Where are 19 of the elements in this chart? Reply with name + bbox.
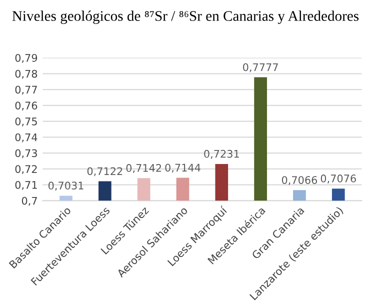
y-tick-label: 0,7 <box>22 196 37 206</box>
y-tick-label: 0,76 <box>15 102 38 111</box>
data-label: 0,7076 <box>320 174 356 184</box>
y-tick-label: 0,78 <box>15 70 38 79</box>
y-tick-label: 0,71 <box>15 180 37 190</box>
y-tick-label: 0,74 <box>15 133 38 142</box>
y-tick-label: 0,77 <box>15 86 37 95</box>
chart-title: Niveles geológicos de ⁸⁷Sr / ⁸⁶Sr en Canarias y Alrededores <box>12 10 359 24</box>
data-label: 0,7066 <box>282 176 318 186</box>
data-label: 0,7142 <box>126 164 162 173</box>
data-label: 0,7231 <box>204 150 239 159</box>
y-tick-label: 0,73 <box>15 149 37 158</box>
data-label: 0,7144 <box>165 164 200 173</box>
y-tick-label: 0,72 <box>15 165 37 174</box>
data-label: 0,7122 <box>87 167 122 176</box>
y-tick-label: 0,75 <box>15 117 37 126</box>
y-tick-label: 0,79 <box>15 54 38 63</box>
data-label: 0,7777 <box>243 63 278 72</box>
data-label: 0,7031 <box>48 182 84 191</box>
